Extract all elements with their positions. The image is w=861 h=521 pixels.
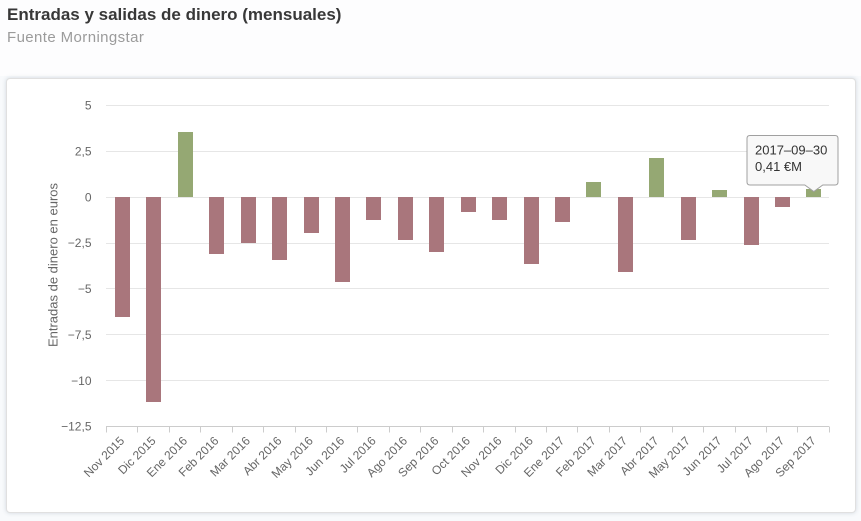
- svg-text:5: 5: [85, 99, 92, 113]
- svg-text:2017–09–30: 2017–09–30: [755, 143, 827, 158]
- svg-text:0: 0: [85, 190, 92, 204]
- svg-text:Entradas de dinero en euros: Entradas de dinero en euros: [46, 182, 61, 347]
- svg-text:−7,5: −7,5: [68, 328, 92, 342]
- svg-text:0,41 €M: 0,41 €M: [755, 159, 802, 174]
- svg-text:−5: −5: [78, 282, 92, 296]
- svg-text:−2,5: −2,5: [68, 236, 92, 250]
- svg-text:2,5: 2,5: [75, 145, 92, 159]
- svg-text:−12,5: −12,5: [61, 420, 92, 434]
- svg-text:−10: −10: [71, 374, 92, 388]
